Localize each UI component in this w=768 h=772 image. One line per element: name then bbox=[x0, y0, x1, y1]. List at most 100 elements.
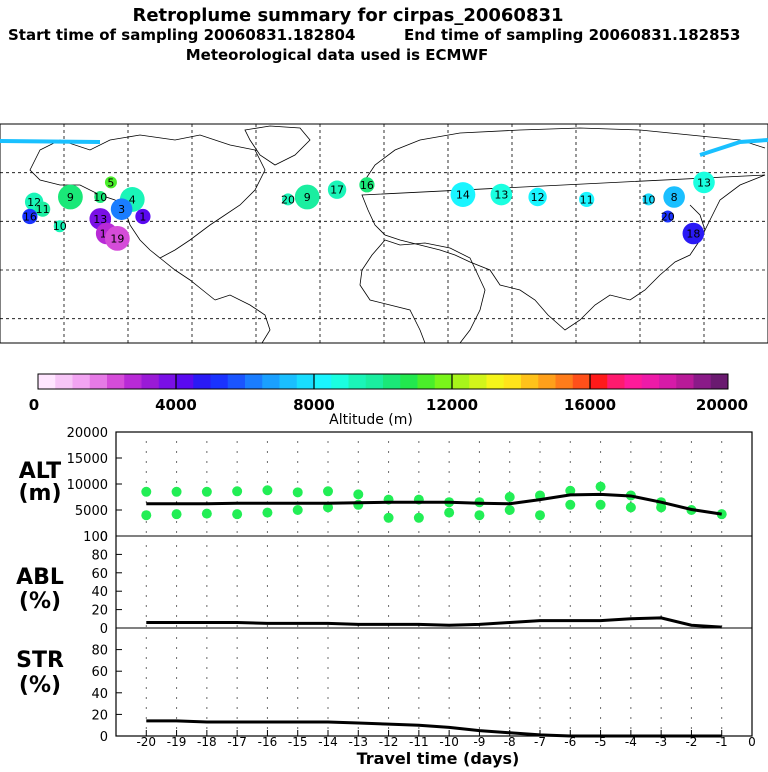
grid-dot bbox=[660, 545, 662, 547]
grid-dot bbox=[509, 585, 511, 587]
grid-dot bbox=[721, 521, 723, 523]
grid-dot bbox=[721, 585, 723, 587]
colorbar-swatch bbox=[400, 374, 418, 389]
grid-dot bbox=[660, 441, 662, 443]
grid-dot bbox=[599, 491, 602, 493]
grid-dot bbox=[660, 595, 662, 597]
grid-dot bbox=[569, 677, 571, 679]
plume-cluster-label: 14 bbox=[456, 189, 470, 202]
alt-point bbox=[141, 486, 152, 497]
grid-dot bbox=[509, 451, 511, 453]
grid-dot bbox=[630, 585, 632, 587]
plume-cluster-label: 20 bbox=[281, 193, 295, 206]
grid-dot bbox=[630, 717, 632, 719]
grid-dot bbox=[660, 521, 662, 523]
grid-dot bbox=[357, 667, 359, 669]
grid-dot bbox=[569, 481, 571, 483]
grid-dot bbox=[448, 481, 450, 483]
grid-dot bbox=[206, 531, 208, 533]
grid-dot bbox=[387, 697, 390, 699]
alt-point bbox=[656, 502, 667, 513]
x-tick-label: -12 bbox=[379, 735, 399, 749]
grid-dot bbox=[206, 575, 208, 577]
grid-dot bbox=[630, 461, 632, 463]
grid-dot bbox=[236, 677, 238, 679]
grid-dot bbox=[448, 637, 450, 639]
grid-dot bbox=[175, 615, 178, 617]
grid-dot bbox=[357, 637, 359, 639]
grid-dot bbox=[448, 585, 450, 587]
grid-dot bbox=[266, 727, 269, 729]
grid-dot bbox=[630, 575, 632, 577]
alt-point bbox=[201, 508, 212, 519]
grid-dot bbox=[357, 647, 359, 649]
plume-cluster-label: 16 bbox=[360, 179, 374, 192]
grid-dot bbox=[509, 727, 511, 729]
grid-dot bbox=[236, 521, 238, 523]
grid-dot bbox=[569, 707, 571, 709]
grid-dot bbox=[599, 511, 602, 513]
grid-dot bbox=[660, 575, 662, 577]
grid-dot bbox=[357, 521, 359, 523]
grid-dot bbox=[206, 717, 208, 719]
x-tick-label: 0 bbox=[748, 735, 756, 749]
grid-dot bbox=[448, 521, 450, 523]
grid-dot bbox=[509, 677, 511, 679]
grid-dot bbox=[660, 727, 662, 729]
grid-dot bbox=[357, 545, 359, 547]
colorbar-tick-labels: 0 4000 8000 12000 16000 20000 bbox=[29, 374, 748, 414]
panels-frame bbox=[115, 431, 753, 737]
grid-dot bbox=[175, 667, 178, 669]
grid-dot bbox=[630, 687, 632, 689]
alt-point bbox=[625, 502, 636, 513]
grid-dot bbox=[145, 595, 147, 597]
grid-dot bbox=[599, 451, 602, 453]
grid-dot bbox=[599, 471, 602, 473]
grid-dot bbox=[599, 605, 602, 607]
grid-dot bbox=[327, 565, 329, 567]
colorbar-swatch bbox=[710, 374, 729, 389]
grid-dot bbox=[266, 667, 269, 669]
colorbar-swatch bbox=[141, 374, 160, 389]
grid-dot bbox=[266, 575, 269, 577]
grid-dot bbox=[387, 637, 390, 639]
plume-cluster-label: 13 bbox=[494, 189, 508, 202]
grid-dot bbox=[387, 595, 390, 597]
grid-dot bbox=[509, 555, 511, 557]
grid-dot bbox=[297, 657, 299, 659]
str-y-tick-label: 40 bbox=[91, 687, 108, 702]
grid-dot bbox=[175, 595, 178, 597]
str-line bbox=[146, 719, 722, 738]
grid-dot bbox=[539, 717, 541, 719]
grid-dot bbox=[539, 615, 541, 617]
grid-dot bbox=[478, 595, 481, 597]
grid-dot bbox=[448, 575, 450, 577]
colorbar-swatch bbox=[538, 374, 556, 389]
grid-dot bbox=[145, 555, 147, 557]
grid-dot bbox=[690, 637, 693, 639]
grid-dot bbox=[175, 717, 178, 719]
grid-dot bbox=[569, 521, 571, 523]
grid-dot bbox=[175, 451, 178, 453]
grid-dot bbox=[630, 677, 632, 679]
grid-dot bbox=[297, 707, 299, 709]
grid-dot bbox=[478, 707, 481, 709]
plume-cluster-label: 9 bbox=[304, 191, 311, 204]
grid-dot bbox=[236, 637, 238, 639]
colorbar-swatch bbox=[676, 374, 694, 389]
plume-cluster-marker bbox=[490, 183, 513, 206]
grid-dot bbox=[387, 657, 390, 659]
grid-dot bbox=[509, 575, 511, 577]
colorbar-swatch bbox=[210, 374, 229, 389]
grid-dot bbox=[145, 637, 147, 639]
grid-dot bbox=[509, 531, 511, 533]
colorbar-swatch bbox=[158, 374, 177, 389]
grid-dot bbox=[297, 575, 299, 577]
grid-dot bbox=[387, 481, 390, 483]
grid-dot bbox=[236, 555, 238, 557]
grid-dot bbox=[387, 451, 390, 453]
alt-y-tick-label: 5000 bbox=[75, 504, 108, 519]
grid-dot bbox=[690, 667, 693, 669]
alt-panel-title: ALT (m) bbox=[18, 459, 61, 506]
grid-dot bbox=[387, 441, 390, 443]
